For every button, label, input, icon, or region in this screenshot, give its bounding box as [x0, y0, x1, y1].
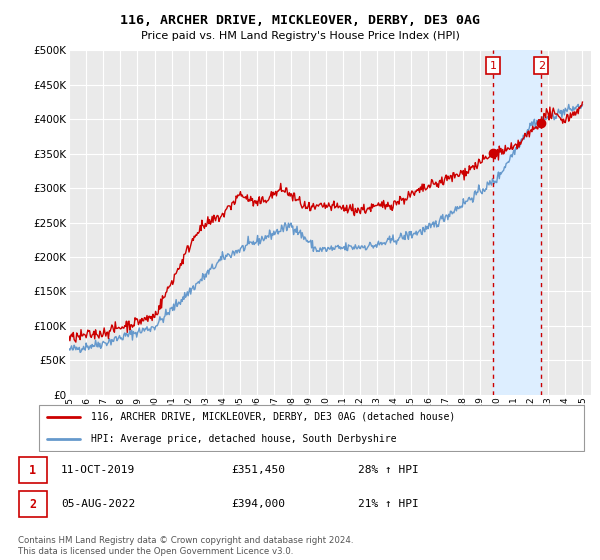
FancyBboxPatch shape: [19, 458, 47, 483]
Text: 11-OCT-2019: 11-OCT-2019: [61, 465, 135, 475]
Text: £351,450: £351,450: [231, 465, 285, 475]
Text: 2: 2: [29, 498, 36, 511]
Text: 05-AUG-2022: 05-AUG-2022: [61, 500, 135, 510]
Text: 116, ARCHER DRIVE, MICKLEOVER, DERBY, DE3 0AG: 116, ARCHER DRIVE, MICKLEOVER, DERBY, DE…: [120, 14, 480, 27]
Text: 28% ↑ HPI: 28% ↑ HPI: [358, 465, 418, 475]
Text: 1: 1: [29, 464, 36, 477]
Text: HPI: Average price, detached house, South Derbyshire: HPI: Average price, detached house, Sout…: [91, 434, 397, 444]
Text: Price paid vs. HM Land Registry's House Price Index (HPI): Price paid vs. HM Land Registry's House …: [140, 31, 460, 41]
Text: 21% ↑ HPI: 21% ↑ HPI: [358, 500, 418, 510]
Text: 2: 2: [538, 60, 545, 71]
FancyBboxPatch shape: [19, 492, 47, 517]
FancyBboxPatch shape: [39, 405, 584, 450]
Text: 1: 1: [490, 60, 497, 71]
Bar: [493, 50, 541, 395]
Text: Contains HM Land Registry data © Crown copyright and database right 2024.
This d: Contains HM Land Registry data © Crown c…: [18, 536, 353, 556]
Text: 116, ARCHER DRIVE, MICKLEOVER, DERBY, DE3 0AG (detached house): 116, ARCHER DRIVE, MICKLEOVER, DERBY, DE…: [91, 412, 455, 422]
Text: £394,000: £394,000: [231, 500, 285, 510]
